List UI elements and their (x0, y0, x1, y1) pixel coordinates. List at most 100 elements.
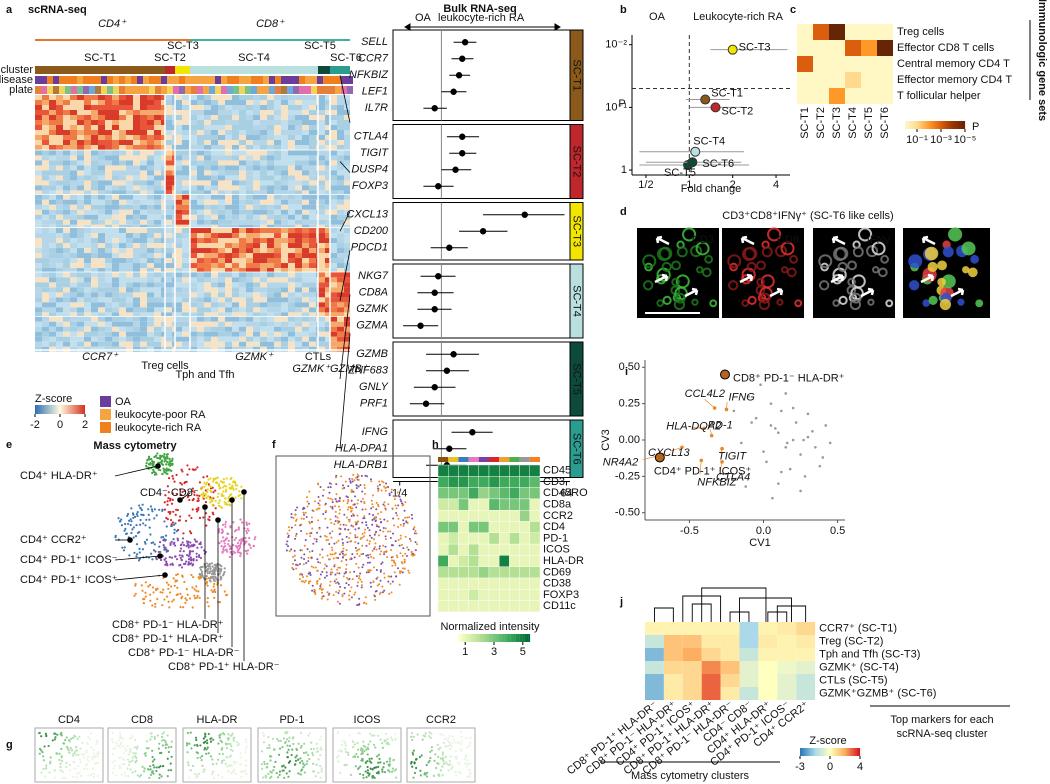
heatmap-cell (49, 199, 56, 205)
heatmap-cell (91, 204, 98, 210)
heatmap-cell (318, 155, 325, 161)
heatmap-cell (288, 180, 295, 186)
legend-step (944, 121, 946, 129)
heatmap-cell (165, 263, 172, 269)
heatmap-cell (295, 165, 302, 171)
tsne-dot (197, 508, 200, 511)
heatmap-cell (318, 253, 325, 259)
heatmap-cell (260, 248, 267, 254)
heatmap-cell (154, 243, 161, 249)
heatmap-cell (70, 140, 77, 145)
tsne-dot (286, 540, 289, 543)
heatmap-cell (318, 263, 325, 269)
disease-strip (155, 76, 161, 84)
heatmap-cell (813, 88, 829, 104)
plate-strip (275, 86, 281, 94)
heatmap-cell (77, 180, 84, 186)
cell (758, 298, 771, 311)
heatmap-cell (246, 258, 253, 264)
tsne-dot (133, 515, 137, 518)
gene-label: FOXP3 (352, 180, 389, 192)
heatmap-cell (70, 336, 77, 342)
tsne-dot (167, 600, 170, 603)
tsne-dot (170, 556, 174, 559)
tsne-dot (398, 544, 401, 547)
heatmap-cell (302, 170, 309, 176)
heatmap-cell (165, 341, 172, 347)
tsne-dot (199, 566, 202, 569)
heatmap-cell (165, 321, 172, 327)
heatmap-cell (77, 253, 84, 259)
fold-change-point (435, 273, 442, 280)
heatmap-cell (253, 130, 260, 135)
heatmap-cell (105, 326, 112, 332)
heatmap-cell (330, 228, 337, 234)
heatmap-cell (133, 248, 140, 254)
tsne-dot (346, 508, 349, 511)
fold-change-point (431, 306, 438, 313)
heatmap-cell (260, 199, 267, 205)
heatmap-cell (56, 248, 63, 254)
tsne-dot (168, 457, 171, 460)
heatmap-cell (325, 165, 330, 171)
heatmap-cell (218, 185, 225, 191)
tsne-dot (188, 498, 191, 502)
tsne-dot (356, 552, 359, 555)
heatmap-cell (861, 72, 877, 88)
heatmap-cell (175, 238, 182, 244)
disease-strip (35, 76, 41, 84)
heatmap-cell (239, 219, 246, 225)
heatmap-cell (77, 199, 84, 205)
fold-change-point (450, 88, 457, 95)
tsne-dot (379, 591, 382, 594)
heatmap-cell (344, 233, 350, 239)
tsne-dot (182, 544, 186, 547)
heatmap-cell (165, 326, 172, 332)
heatmap-cell (140, 346, 147, 352)
heatmap-cell (302, 219, 309, 225)
tsne-dot (239, 552, 243, 555)
heatmap-cell (161, 180, 165, 186)
heatmap-cell (281, 165, 288, 171)
heatmap-cell (260, 224, 267, 230)
heatmap-cell (295, 180, 302, 186)
tsne-dot (139, 518, 142, 522)
heatmap-cell (232, 165, 239, 171)
heatmap-cell (172, 253, 175, 259)
heatmap-cell (140, 105, 147, 110)
tsne-dot (324, 502, 327, 505)
heatmap-cell (197, 292, 204, 298)
heatmap-cell (218, 233, 225, 239)
legend-label: leukocyte-poor RA (115, 409, 206, 421)
tsne-dot (163, 471, 166, 474)
label: Leukocyte-rich RA (693, 11, 784, 23)
heatmap-cell (42, 263, 49, 269)
heatmap-cell (316, 341, 318, 347)
heatmap-cell (42, 277, 49, 283)
heatmap-cell (91, 120, 98, 125)
tsne-dot (167, 491, 170, 494)
tsne-dot (222, 539, 226, 543)
heatmap-cell (84, 272, 91, 278)
heatmap-cell (218, 190, 225, 196)
tsne-dot (373, 566, 376, 569)
column-label: SC-T1 (799, 107, 811, 139)
heatmap-cell (84, 95, 91, 100)
heatmap-cell (197, 115, 204, 120)
disease-strip (341, 76, 347, 84)
heatmap-cell (56, 316, 63, 322)
heatmap-cell (330, 277, 337, 283)
tsne-dot (152, 462, 155, 465)
tsne-dot (361, 544, 364, 547)
plate-strip (215, 86, 221, 94)
tsne-dot (351, 478, 354, 481)
row-label: disease (0, 74, 33, 86)
tsne-dot (353, 479, 356, 482)
heatmap-cell (302, 160, 309, 166)
tsne-dot (152, 549, 156, 552)
plate-strip (125, 86, 131, 94)
tsne-dot (229, 526, 232, 529)
heatmap-cell (84, 326, 91, 332)
connector (339, 294, 351, 380)
tsne-dot (238, 493, 242, 497)
